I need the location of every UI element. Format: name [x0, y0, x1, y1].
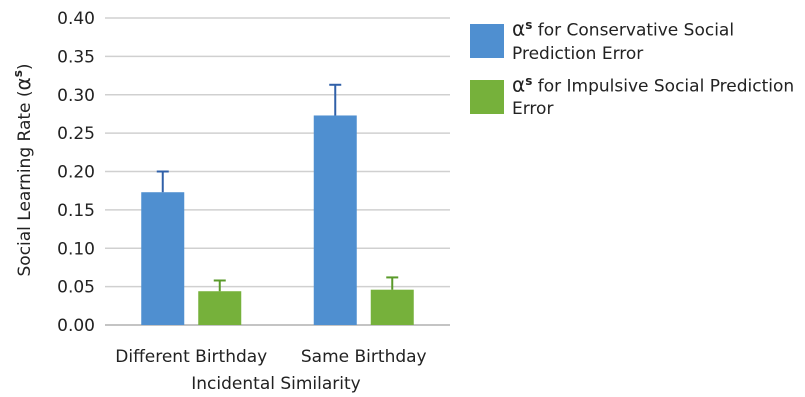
y-tick-label: 0.05 [57, 278, 95, 298]
y-axis-title-symbol: α [11, 77, 35, 90]
x-category-label: Different Birthday [115, 347, 267, 367]
legend-label-conservative: αs for Conservative Social Prediction Er… [512, 14, 800, 66]
y-axis-title: Social Learning Rate (αs) [11, 63, 35, 276]
legend: αs for Conservative Social Prediction Er… [470, 14, 800, 125]
legend-item-conservative: αs for Conservative Social Prediction Er… [470, 14, 800, 66]
bar-impulsive-1 [370, 289, 414, 325]
x-category-labels: Different Birthday Same Birthday [115, 347, 426, 367]
error-bars [156, 83, 399, 292]
y-tick-label: 0.35 [57, 47, 95, 67]
bar-conservative-1 [313, 115, 357, 325]
legend-superscript: s [525, 73, 533, 88]
legend-symbol: α [512, 16, 526, 41]
y-axis-title-close: ) [15, 63, 35, 70]
legend-text: for Conservative Social Prediction Error [512, 20, 735, 64]
legend-swatch-impulsive [470, 79, 504, 114]
legend-symbol: α [512, 72, 526, 97]
legend-swatch-conservative [470, 24, 504, 58]
legend-text: for Impulsive Social Prediction Error [512, 76, 795, 120]
y-tick-labels: 0.00 0.05 0.10 0.15 0.20 0.25 0.30 0.35 0.40 [57, 9, 95, 336]
svg-text:Social Learning Rate (αs): Social Learning Rate (αs) [11, 63, 35, 276]
y-tick-label: 0.20 [57, 163, 95, 183]
y-tick-label: 0.30 [57, 86, 95, 106]
y-tick-label: 0.00 [57, 316, 95, 336]
legend-label-impulsive: αs for Impulsive Social Prediction Error [512, 70, 800, 122]
legend-item-impulsive: αs for Impulsive Social Prediction Error [470, 70, 800, 122]
bars [141, 115, 414, 325]
x-category-label: Same Birthday [301, 347, 427, 367]
y-tick-label: 0.40 [57, 9, 95, 29]
y-tick-label: 0.15 [57, 201, 95, 221]
y-tick-label: 0.25 [57, 124, 95, 144]
bar-impulsive-0 [198, 291, 242, 325]
y-axis-title-superscript: s [11, 70, 25, 77]
bar-conservative-0 [141, 192, 185, 325]
y-axis-title-text: Social Learning Rate ( [15, 90, 35, 276]
y-tick-label: 0.10 [57, 239, 95, 259]
legend-superscript: s [525, 18, 533, 32]
x-axis-title: Incidental Similarity [191, 374, 360, 394]
